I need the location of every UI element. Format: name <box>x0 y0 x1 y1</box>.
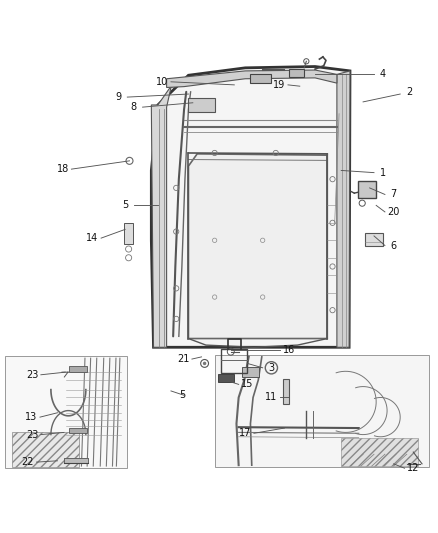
Bar <box>358 181 376 198</box>
Text: 5: 5 <box>179 390 185 400</box>
Bar <box>289 69 304 77</box>
Text: 15: 15 <box>241 379 254 390</box>
Text: 14: 14 <box>86 233 99 243</box>
Text: 11: 11 <box>265 392 278 401</box>
Polygon shape <box>166 70 337 87</box>
Bar <box>218 374 234 382</box>
Circle shape <box>203 362 206 365</box>
Bar <box>69 427 87 433</box>
Text: 22: 22 <box>21 457 34 467</box>
Bar <box>124 223 134 244</box>
Text: 3: 3 <box>268 363 275 373</box>
Text: 16: 16 <box>283 345 295 356</box>
Bar <box>69 366 87 372</box>
Text: 10: 10 <box>156 77 168 87</box>
Bar <box>365 233 383 246</box>
Text: 23: 23 <box>26 370 38 380</box>
Bar <box>341 438 418 466</box>
Text: 13: 13 <box>25 412 37 422</box>
Bar <box>12 432 79 467</box>
Bar <box>283 379 289 404</box>
Text: 12: 12 <box>407 463 420 473</box>
Bar <box>250 74 272 83</box>
Text: 7: 7 <box>391 189 397 199</box>
Text: 6: 6 <box>391 240 397 251</box>
Polygon shape <box>151 67 350 348</box>
Polygon shape <box>188 154 327 338</box>
Text: 23: 23 <box>26 430 38 440</box>
Bar <box>215 354 428 467</box>
Text: 20: 20 <box>388 207 400 217</box>
Bar <box>242 367 259 376</box>
Bar <box>188 99 215 111</box>
Text: 8: 8 <box>131 102 137 112</box>
Text: 21: 21 <box>177 354 189 364</box>
Bar <box>221 350 247 374</box>
Bar <box>5 356 127 468</box>
Text: 17: 17 <box>239 429 251 438</box>
Text: 4: 4 <box>380 69 386 79</box>
Text: 18: 18 <box>57 164 69 174</box>
Text: 19: 19 <box>273 80 286 90</box>
Polygon shape <box>337 71 350 348</box>
Text: 2: 2 <box>406 87 412 97</box>
Text: 5: 5 <box>122 200 128 211</box>
Bar <box>64 458 88 463</box>
Polygon shape <box>151 79 186 348</box>
Text: 1: 1 <box>380 168 386 177</box>
Text: 9: 9 <box>116 92 122 102</box>
